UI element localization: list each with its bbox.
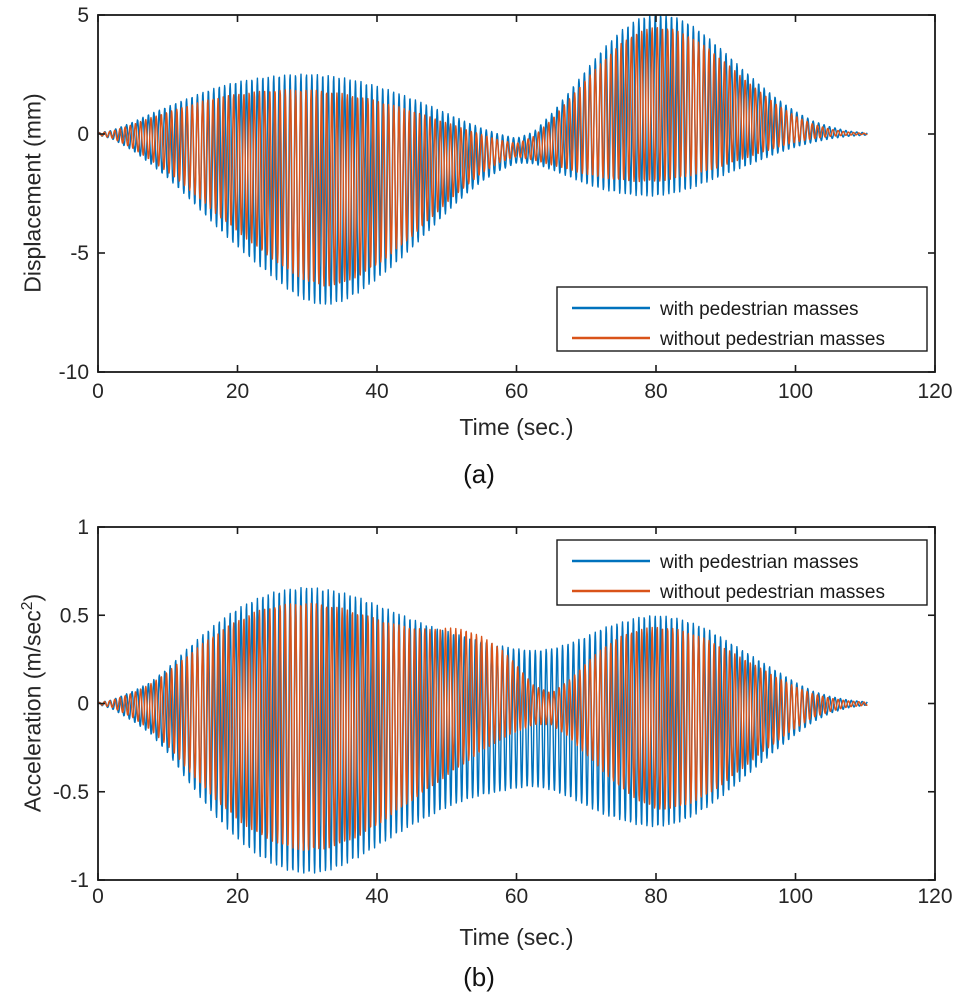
legend-label: without pedestrian masses [659, 582, 885, 603]
y-tick-label: -5 [70, 242, 89, 265]
y-axis-label-text: Acceleration (m/sec [19, 610, 46, 813]
series-line-with-pedestrian-masses [98, 586, 868, 874]
y-tick-label: 0.5 [60, 604, 89, 627]
x-tick-label: 60 [505, 380, 528, 403]
series-group [98, 15, 868, 305]
x-tick-label: 80 [644, 380, 667, 403]
chart-b-acceleration: 0 20 40 60 80 100 120 -1 -0.5 0 0.5 1 with pedestria… [53, 516, 953, 908]
x-tick-label: 60 [505, 885, 528, 908]
x-tick-label: 100 [778, 885, 813, 908]
y-axis-label-text: ) [19, 593, 46, 602]
panel-caption-b: (b) [463, 962, 495, 992]
series-line-with-pedestrian-masses [98, 15, 868, 305]
y-tick-label: 0 [77, 123, 89, 146]
y-axis-label-displacement: Displacement (mm) [13, 7, 46, 379]
x-tick-label: 120 [917, 885, 952, 908]
panel-caption-a: (a) [463, 459, 495, 489]
x-tick-label: 0 [92, 380, 104, 403]
legend-label: with pedestrian masses [659, 299, 859, 320]
x-tick-label: 40 [365, 885, 388, 908]
legend-label: with pedestrian masses [659, 552, 859, 573]
y-tick-label: 5 [77, 4, 89, 27]
series-line-without-pedestrian-masses [98, 27, 868, 287]
x-tick-label: 120 [917, 380, 952, 403]
legend-box [556, 539, 928, 606]
x-tick-label: 20 [226, 380, 249, 403]
series-group [98, 586, 868, 874]
legend-box [556, 286, 928, 352]
y-tick-label: -0.5 [53, 781, 89, 804]
x-tick-label: 0 [92, 885, 104, 908]
y-tick-label: 0 [77, 693, 89, 716]
series-line-without-pedestrian-masses [98, 602, 868, 851]
x-tick-label: 100 [778, 380, 813, 403]
x-axis-label-a: Time (sec.) [459, 414, 574, 440]
x-axis-label-b: Time (sec.) [459, 924, 574, 950]
y-tick-label: -1 [70, 869, 89, 892]
chart-a-displacement: 0 20 40 60 80 100 120 -10 -5 0 5 with pedestrian ma… [59, 4, 953, 403]
y-axis-label-text: Displacement (mm) [19, 93, 46, 293]
x-tick-label: 40 [365, 380, 388, 403]
legend-label: without pedestrian masses [659, 329, 885, 350]
y-axis-label-sup: 2 [19, 601, 36, 611]
x-tick-label: 80 [644, 885, 667, 908]
y-axis-label-acceleration: Acceleration (m/sec2) [13, 517, 46, 889]
x-tick-label: 20 [226, 885, 249, 908]
y-tick-label: 1 [77, 516, 89, 539]
y-tick-label: -10 [59, 361, 89, 384]
